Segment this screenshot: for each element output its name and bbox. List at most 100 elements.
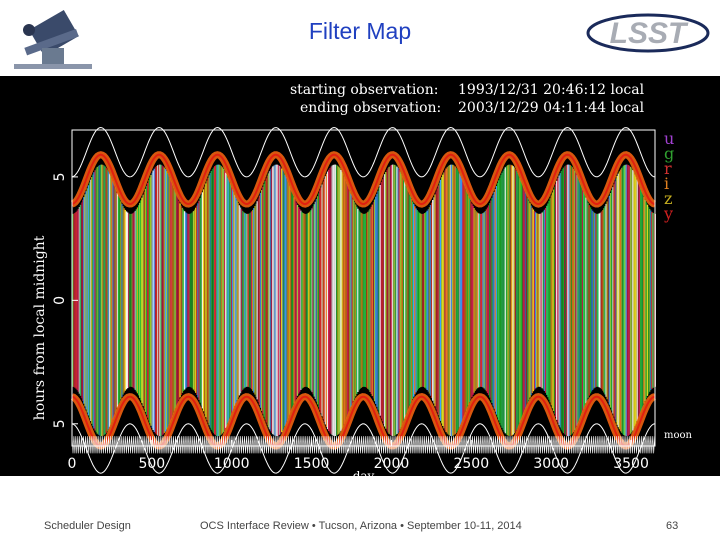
filter-stripe (558, 175, 560, 426)
filter-stripe (618, 171, 621, 430)
filter-stripe (210, 170, 213, 430)
filter-stripe (274, 164, 276, 436)
filter-stripe (169, 178, 171, 423)
filter-stripe (102, 164, 104, 436)
filter-stripe (267, 173, 270, 428)
filter-stripe (101, 164, 103, 437)
filter-stripe (82, 199, 84, 401)
filter-stripe (650, 210, 652, 391)
filter-stripe (407, 190, 409, 411)
filter-stripe (506, 165, 509, 436)
filter-stripe (427, 209, 430, 392)
filter-stripe (435, 191, 437, 410)
filter-stripe (529, 203, 531, 398)
filter-stripe (520, 180, 522, 421)
filter-stripe (98, 165, 101, 436)
filter-stripe (324, 176, 327, 425)
filter-stripe (645, 202, 648, 399)
filter-stripe (322, 181, 324, 420)
filter-stripe (321, 184, 323, 417)
filter-stripe (575, 172, 577, 429)
filter-stripe (500, 175, 502, 426)
filter-stripe (291, 191, 293, 410)
filter-stripe (490, 200, 492, 401)
filter-stripe (463, 183, 465, 417)
filter-stripe (328, 169, 330, 432)
filter-stripe (222, 168, 225, 432)
filter-stripe (312, 206, 314, 395)
filter-stripe (414, 206, 416, 395)
filter-stripe (228, 180, 230, 421)
filter-stripe (272, 166, 274, 435)
legend-entry-y: y (663, 204, 673, 223)
filter-stripe (527, 198, 529, 403)
filter-stripe (320, 187, 322, 414)
filter-stripe (484, 211, 487, 390)
sunrise-curve (71, 423, 656, 474)
filter-stripe (441, 177, 443, 424)
filter-stripe (123, 208, 125, 393)
filter-stripe (455, 167, 457, 433)
filter-stripe (544, 207, 547, 393)
filter-stripe (176, 195, 178, 406)
filter-stripe (330, 166, 332, 434)
filter-stripe (106, 169, 109, 432)
filter-stripe (475, 211, 478, 390)
filter-stripe (493, 192, 495, 409)
x-tick-label: 3000 (533, 456, 569, 472)
filter-stripe (617, 173, 620, 428)
filter-stripe (84, 194, 86, 407)
filter-stripe (340, 169, 342, 431)
filter-stripe (569, 165, 571, 436)
filter-stripe (235, 197, 237, 404)
filter-stripe (499, 177, 501, 424)
x-tick-label: 2500 (453, 456, 489, 472)
filter-stripe (164, 169, 167, 432)
filter-stripe (292, 194, 294, 407)
filter-stripe (167, 173, 169, 428)
filter-stripe (512, 166, 514, 435)
filter-stripe (598, 213, 601, 388)
filter-stripe (362, 213, 365, 387)
filter-stripe (238, 205, 241, 396)
filter-stripe (387, 168, 389, 433)
filter-stripe (209, 173, 211, 428)
filter-stripe (115, 190, 118, 411)
filter-stripe (219, 165, 222, 436)
filter-stripe (86, 188, 88, 413)
filter-stripe (371, 204, 374, 397)
filter-stripe (78, 207, 81, 394)
filter-stripe (521, 183, 523, 418)
filter-stripe (245, 213, 247, 387)
filter-stripe (406, 187, 408, 414)
filter-stripe (379, 185, 381, 416)
filter-stripe (174, 192, 177, 409)
filter-stripe (397, 167, 399, 433)
filter-stripe (377, 190, 379, 410)
page-number: 63 (666, 520, 679, 532)
filter-stripe (310, 210, 312, 391)
filter-stripe (198, 200, 200, 400)
x-tick-label: 1500 (294, 456, 330, 472)
filter-stripe (443, 172, 445, 429)
filter-stripe (226, 175, 228, 426)
legend-entry-r: r (664, 159, 672, 178)
filter-stripe (199, 198, 201, 403)
filter-stripe (177, 198, 179, 403)
filter-stripe (132, 213, 134, 388)
filter-stripe (416, 210, 418, 391)
filter-stripe (295, 202, 298, 399)
filter-stripe (80, 202, 83, 399)
filter-stripe (154, 167, 157, 434)
filter-stripe (451, 164, 453, 437)
filter-stripe (496, 183, 499, 418)
filter-stripe (229, 183, 232, 418)
filter-stripe (651, 211, 653, 389)
filter-stripe (121, 203, 123, 397)
filter-stripe (576, 174, 578, 426)
filter-stripe (511, 165, 513, 436)
filter-stripe (375, 196, 377, 404)
filter-stripe (88, 182, 91, 419)
filter-stripe (453, 165, 455, 436)
filter-stripe (460, 175, 462, 425)
